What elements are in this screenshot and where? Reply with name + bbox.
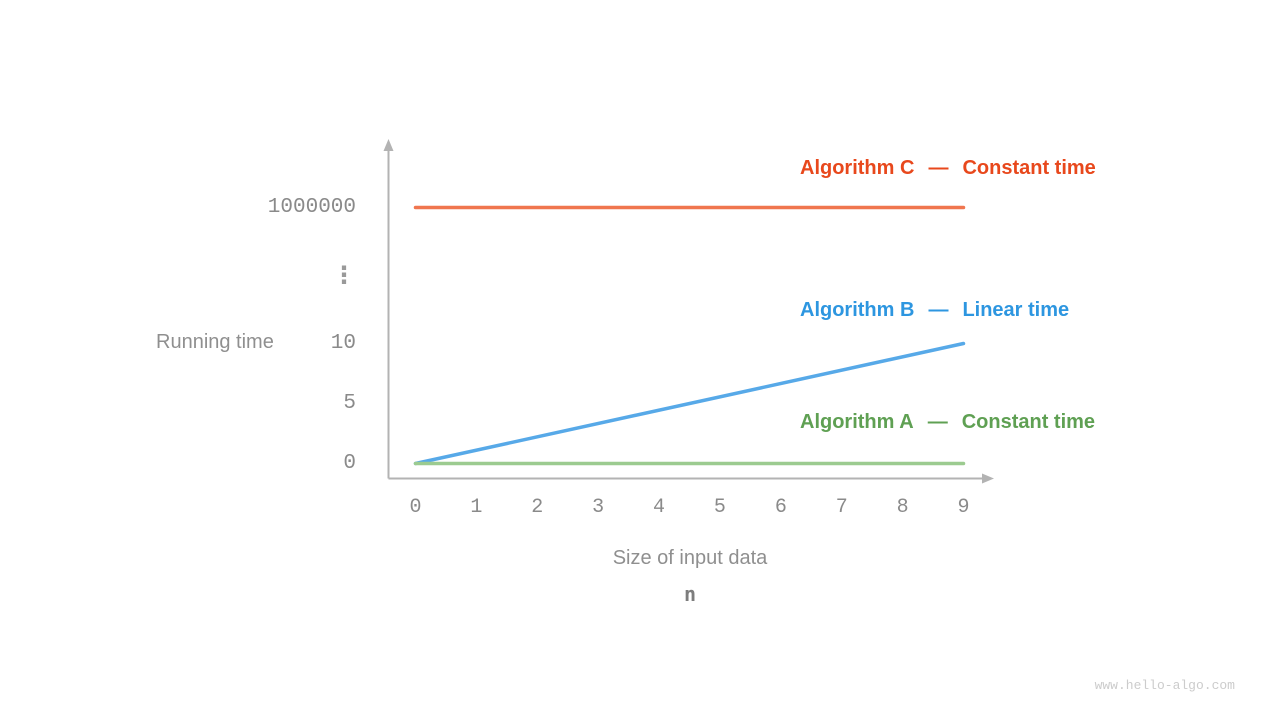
x-tick-3: 3 bbox=[592, 496, 605, 519]
x-tick-9: 9 bbox=[957, 496, 970, 519]
y-axis-break-ellipsis: ⋮ bbox=[332, 261, 356, 289]
x-tick-1: 1 bbox=[470, 496, 483, 519]
legend-c-label: Constant time bbox=[962, 157, 1096, 179]
x-tick-5: 5 bbox=[713, 496, 726, 519]
x-tick-0: 0 bbox=[409, 496, 422, 519]
x-tick-6: 6 bbox=[774, 496, 787, 519]
series-line-algorithm-b bbox=[413, 341, 966, 466]
legend-b-label: Linear time bbox=[962, 299, 1070, 321]
x-axis-variable: n bbox=[683, 582, 697, 606]
legend-a-dash: — bbox=[927, 411, 948, 433]
x-axis-title: Size of input data bbox=[612, 547, 768, 569]
legend-a-name: Algorithm A bbox=[800, 411, 914, 433]
y-tick-10: 10 bbox=[330, 331, 356, 355]
y-axis-arrow-icon bbox=[383, 139, 394, 151]
x-axis-arrow-icon bbox=[982, 473, 994, 484]
legend-algorithm-b: Algorithm B — Linear time bbox=[800, 299, 1069, 322]
legend-c-dash: — bbox=[928, 157, 949, 179]
y-tick-1000000: 1000000 bbox=[267, 195, 356, 219]
x-tick-8: 8 bbox=[896, 496, 909, 519]
legend-algorithm-c: Algorithm C — Constant time bbox=[800, 157, 1096, 180]
x-tick-7: 7 bbox=[835, 496, 848, 519]
legend-a-label: Constant time bbox=[961, 411, 1096, 433]
y-tick-5: 5 bbox=[343, 391, 356, 415]
site-watermark: www.hello-algo.com bbox=[1094, 678, 1235, 693]
legend-c-name: Algorithm C bbox=[800, 157, 915, 179]
y-axis-title: Running time bbox=[156, 331, 274, 353]
y-tick-0: 0 bbox=[343, 451, 356, 475]
legend-b-dash: — bbox=[928, 299, 949, 321]
x-tick-4: 4 bbox=[653, 496, 666, 519]
legend-algorithm-a: Algorithm A — Constant time bbox=[800, 411, 1095, 434]
legend-b-name: Algorithm B bbox=[800, 299, 915, 321]
x-tick-2: 2 bbox=[531, 496, 544, 519]
